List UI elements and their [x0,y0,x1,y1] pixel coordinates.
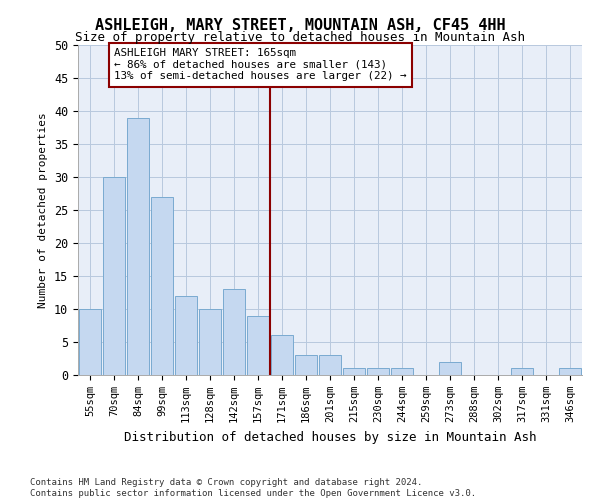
Bar [199,309,221,375]
X-axis label: Distribution of detached houses by size in Mountain Ash: Distribution of detached houses by size … [124,430,536,444]
Bar [127,118,149,375]
Bar [439,362,461,375]
Bar [295,355,317,375]
Bar [79,309,101,375]
Y-axis label: Number of detached properties: Number of detached properties [38,112,49,308]
Bar [343,368,365,375]
Bar [103,177,125,375]
Bar [511,368,533,375]
Text: Contains HM Land Registry data © Crown copyright and database right 2024.
Contai: Contains HM Land Registry data © Crown c… [30,478,476,498]
Bar [319,355,341,375]
Bar [391,368,413,375]
Bar [559,368,581,375]
Bar [247,316,269,375]
Bar [223,289,245,375]
Bar [175,296,197,375]
Bar [151,197,173,375]
Text: ASHLEIGH MARY STREET: 165sqm
← 86% of detached houses are smaller (143)
13% of s: ASHLEIGH MARY STREET: 165sqm ← 86% of de… [114,48,407,82]
Text: Size of property relative to detached houses in Mountain Ash: Size of property relative to detached ho… [75,31,525,44]
Bar [367,368,389,375]
Bar [271,336,293,375]
Text: ASHLEIGH, MARY STREET, MOUNTAIN ASH, CF45 4HH: ASHLEIGH, MARY STREET, MOUNTAIN ASH, CF4… [95,18,505,32]
